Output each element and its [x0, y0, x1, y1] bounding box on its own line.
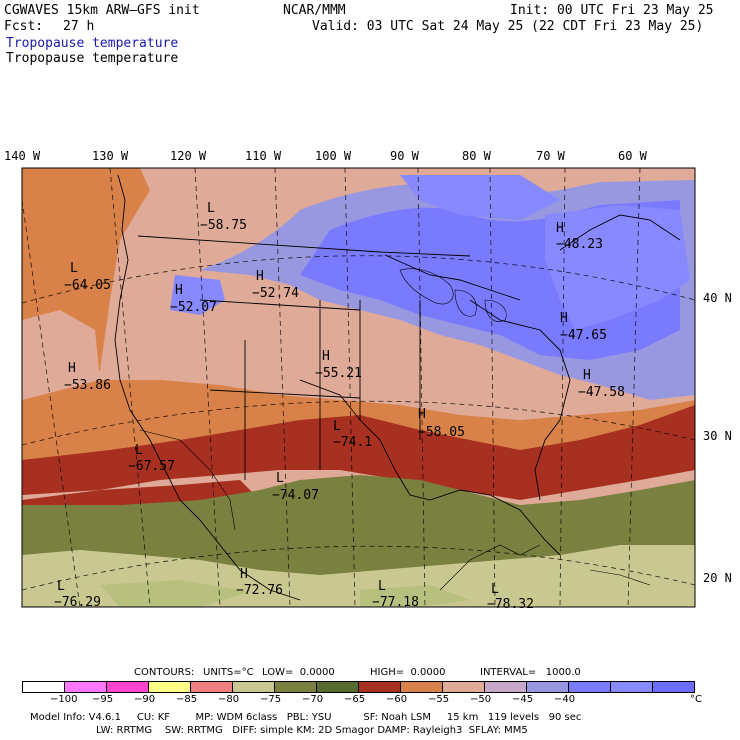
- field-title-blue: Tropopause temperature: [6, 36, 179, 51]
- map-high-label: H: [175, 283, 183, 298]
- model-info-line2: LW: RRTMG SW: RRTMG DIFF: simple KM: 2D …: [96, 725, 528, 736]
- map-high-label: H: [418, 407, 426, 422]
- map-high-value: −47.58: [578, 385, 625, 400]
- colorbar-tick-label: −75: [260, 694, 282, 705]
- colorbar-swatch: [274, 681, 317, 693]
- colorbar-tick-label: −70: [302, 694, 324, 705]
- map-high-value: −58.05: [418, 425, 465, 440]
- colorbar-swatch: [358, 681, 401, 693]
- colorbar-end: [694, 681, 695, 693]
- lon-label-80w: 80 W: [462, 149, 491, 163]
- colorbar-swatch: [22, 681, 65, 693]
- map-low-value: −64.05: [64, 278, 111, 293]
- map-low-label: L: [207, 201, 215, 216]
- map-high-value: −55.21: [315, 366, 362, 381]
- map-high-label: H: [322, 349, 330, 364]
- contours-label: CONTOURS:: [134, 667, 195, 678]
- init-time: Init: 00 UTC Fri 23 May 25: [510, 3, 714, 18]
- org-label: NCAR/MMM: [283, 3, 346, 18]
- map-high-value: −53.86: [64, 378, 111, 393]
- colorbar-swatch: [400, 681, 443, 693]
- contours-interval: INTERVAL= 1000.0: [480, 667, 581, 678]
- lat-label-30n: 30 N: [703, 429, 732, 443]
- lon-label-140w: 140 W: [4, 149, 41, 163]
- map-low-label: L: [135, 443, 143, 458]
- map-high-value: −52.74: [252, 286, 299, 301]
- contours-low: LOW= 0.0000: [262, 667, 335, 678]
- map-low-value: −78.32: [487, 597, 534, 612]
- contours-high: HIGH= 0.0000: [370, 667, 446, 678]
- fcst-value: 27 h: [63, 19, 95, 34]
- colorbar-tick-label: −45: [512, 694, 534, 705]
- map-low-label: L: [491, 582, 499, 597]
- colorbar-swatch: [568, 681, 611, 693]
- map-high-value: −47.65: [560, 328, 607, 343]
- map-low-label: L: [70, 261, 78, 276]
- fcst-label: Fcst:: [4, 19, 44, 34]
- colorbar-tick-label: −80: [218, 694, 240, 705]
- map-high-label: H: [68, 361, 76, 376]
- colorbar-swatch: [526, 681, 569, 693]
- lon-label-130w: 130 W: [92, 149, 129, 163]
- lon-label-110w: 110 W: [245, 149, 282, 163]
- colorbar-swatch: [148, 681, 191, 693]
- map-low-value: −77.18: [372, 595, 419, 610]
- map-high-value: −48.23: [556, 237, 603, 252]
- field-title-black: Tropopause temperature: [6, 51, 179, 66]
- map-high-label: H: [240, 567, 248, 582]
- contours-units: UNITS=°C: [203, 667, 254, 678]
- lon-label-90w: 90 W: [390, 149, 419, 163]
- colorbar-tick-label: −85: [176, 694, 198, 705]
- valid-time: Valid: 03 UTC Sat 24 May 25 (22 CDT Fri …: [312, 19, 704, 34]
- map-high-value: −72.76: [236, 583, 283, 598]
- map-high-label: H: [583, 368, 591, 383]
- colorbar-swatch: [232, 681, 275, 693]
- colorbar-tick-label: −65: [344, 694, 366, 705]
- colorbar-swatch: [484, 681, 527, 693]
- colorbar-tick-label: −90: [134, 694, 156, 705]
- map-low-label: L: [276, 471, 284, 486]
- colorbar-swatch: [316, 681, 359, 693]
- map-low-value: −76.29: [54, 595, 101, 610]
- colorbar-tick-label: −100: [50, 694, 78, 705]
- colorbar-unit: °C: [690, 694, 702, 705]
- colorbar-tick-label: −60: [386, 694, 408, 705]
- model-title: CGWAVES 15km ARW–GFS init: [4, 3, 200, 18]
- lat-label-20n: 20 N: [703, 571, 732, 585]
- colorbar-swatch: [106, 681, 149, 693]
- colorbar-swatch: [442, 681, 485, 693]
- map-low-value: −74.07: [272, 488, 319, 503]
- colorbar-swatch: [190, 681, 233, 693]
- colorbar-tick-label: −50: [470, 694, 492, 705]
- map-high-value: −52.07: [170, 300, 217, 315]
- colorbar-tick-label: −95: [92, 694, 114, 705]
- lon-label-70w: 70 W: [536, 149, 565, 163]
- map-high-label: H: [256, 269, 264, 284]
- map-low-label: L: [57, 579, 65, 594]
- model-info-line1: Model Info: V4.6.1 CU: KF MP: WDM 6class…: [30, 712, 582, 723]
- colorbar-tick-label: −40: [554, 694, 576, 705]
- map-low-label: L: [378, 579, 386, 594]
- map-high-label: H: [556, 221, 564, 236]
- lat-label-40n: 40 N: [703, 291, 732, 305]
- map-low-value: −58.75: [200, 218, 247, 233]
- lon-label-100w: 100 W: [315, 149, 352, 163]
- map-low-label: L: [333, 419, 341, 434]
- colorbar-tick-label: −55: [428, 694, 450, 705]
- lon-label-120w: 120 W: [170, 149, 207, 163]
- map-high-label: H: [560, 311, 568, 326]
- lon-label-60w: 60 W: [618, 149, 647, 163]
- colorbar-swatch: [610, 681, 653, 693]
- map-low-value: −74.1: [333, 435, 373, 450]
- colorbar-swatch: [652, 681, 695, 693]
- colorbar-swatch: [64, 681, 107, 693]
- map-low-value: −67.57: [128, 459, 175, 474]
